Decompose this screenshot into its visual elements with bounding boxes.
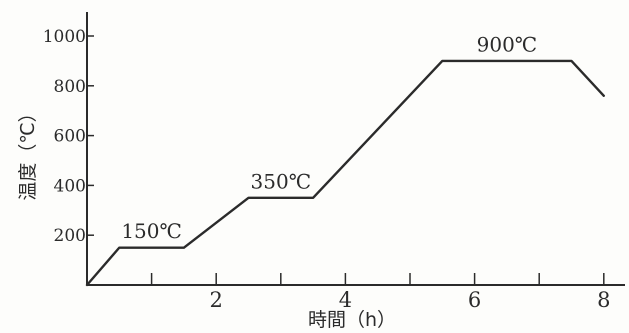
x-tick-label: 2 <box>210 288 223 312</box>
temperature-annotation: 350℃ <box>251 169 312 193</box>
temperature-annotation: 150℃ <box>121 219 182 243</box>
y-tick-label: 1000 <box>43 27 86 47</box>
x-tick-label: 4 <box>339 288 352 312</box>
axes <box>86 12 625 286</box>
y-tick-label: 200 <box>54 226 86 246</box>
ticks: 200 400 600 800 1000 2 4 6 8 <box>43 27 611 312</box>
x-tick-label: 8 <box>597 288 610 312</box>
x-tick-label: 6 <box>468 288 481 312</box>
temperature-annotation: 900℃ <box>477 32 538 56</box>
series <box>85 59 605 287</box>
y-axis-label: 温度（℃） <box>17 103 39 200</box>
y-tick-label: 400 <box>54 176 86 196</box>
y-tick-label: 800 <box>54 77 86 97</box>
temperature-line <box>85 59 605 287</box>
y-tick-label: 600 <box>54 127 86 147</box>
annotations: 150℃ 350℃ 900℃ <box>121 32 537 243</box>
x-axis-label: 時間（h） <box>308 309 396 331</box>
